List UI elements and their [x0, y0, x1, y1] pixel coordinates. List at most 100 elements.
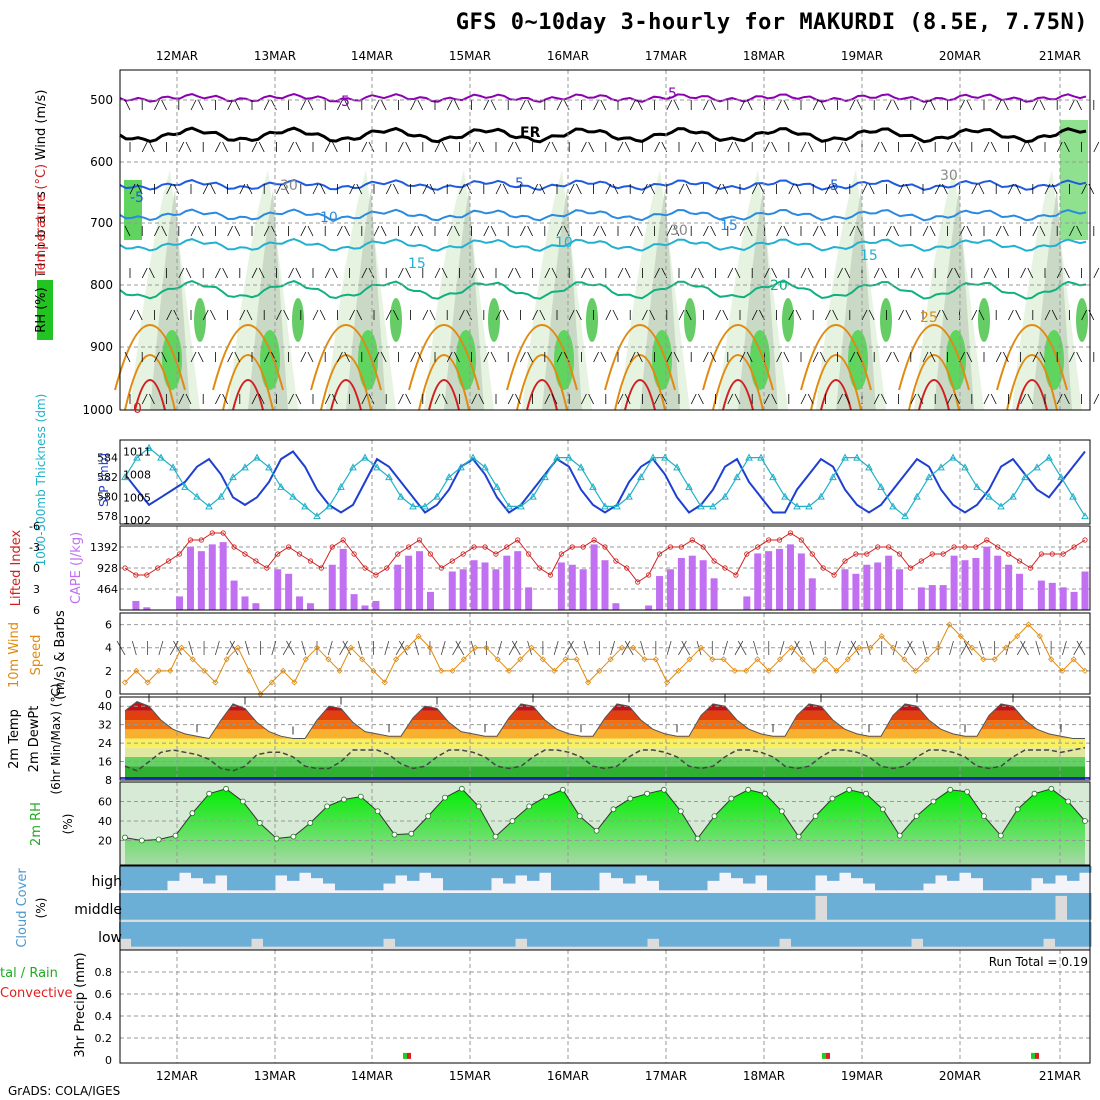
ytick-rh: 20	[98, 835, 112, 848]
cloud-high-bar	[1043, 866, 1056, 884]
cape-bar	[612, 603, 620, 610]
cloud-high-bar	[311, 866, 324, 879]
wind-barb	[349, 183, 355, 195]
cloud-high-bar	[647, 866, 660, 881]
wind-barb	[809, 640, 815, 656]
lifted-index-point	[766, 537, 772, 543]
wind-barb	[276, 183, 282, 195]
lifted-index-point	[591, 537, 597, 543]
wind-barb	[917, 393, 924, 405]
wind-barb	[836, 640, 841, 656]
wind-barb	[942, 309, 948, 321]
cloud-level-label: high	[91, 874, 122, 890]
rh-point	[256, 820, 263, 826]
contour-label: 15	[408, 256, 426, 272]
wind-barb	[949, 640, 954, 656]
rh-point	[357, 793, 364, 800]
wind-barb	[515, 393, 521, 405]
wind-barb	[166, 309, 172, 321]
thickness-point	[253, 453, 261, 461]
lifted-index-point	[373, 572, 379, 578]
wind-barb	[527, 99, 533, 111]
wind-barb	[384, 640, 390, 656]
cape-bar	[514, 551, 522, 610]
wind-barb	[300, 99, 307, 111]
cloud-mid-bar	[395, 893, 408, 920]
wind-barb	[319, 309, 326, 321]
wind-barb	[629, 351, 636, 363]
cloud-high-bar	[899, 866, 912, 891]
wind-speed-point	[212, 679, 219, 686]
cloud-low-bar	[563, 922, 576, 947]
thickness-point	[433, 492, 441, 500]
lifted-index-point	[929, 551, 935, 557]
wind-barb	[934, 183, 941, 195]
wind-barb	[1027, 267, 1034, 279]
rh-point	[290, 833, 297, 840]
cloud-mid-bar	[959, 893, 972, 920]
thickness-point	[793, 502, 801, 510]
wind-barb	[339, 640, 348, 656]
wind-barb	[405, 141, 411, 153]
lifted-index-point	[122, 565, 128, 571]
cloud-high-bar	[923, 866, 936, 884]
rh-point	[324, 803, 331, 810]
lifted-index-point	[296, 551, 303, 557]
temp-line	[124, 701, 1085, 740]
cloud-high-bar	[971, 866, 984, 879]
wind-barb	[215, 393, 221, 405]
cloud-mid-bar	[551, 893, 564, 920]
date-top: 13MAR	[254, 49, 296, 63]
cloud-mid-bar	[371, 893, 384, 920]
cloud-high-bar	[791, 866, 804, 891]
wind-barb	[202, 309, 209, 321]
wind-barb	[166, 183, 172, 195]
wind-barb	[556, 225, 563, 237]
thickness-point	[361, 453, 369, 461]
panel-frame	[119, 439, 1091, 525]
run-total-label: Run Total = 0.19	[989, 955, 1088, 969]
wind-barb	[312, 183, 319, 195]
lifted-index-point	[264, 565, 270, 571]
cape-bar	[568, 564, 576, 610]
wind-speed-point	[483, 644, 490, 651]
wind-barb	[812, 351, 819, 363]
wind-barb	[751, 309, 758, 321]
ylabel-temp2: 2m DewPt	[27, 706, 42, 773]
wind-barb	[600, 225, 607, 237]
date-top: 14MAR	[351, 49, 393, 63]
cape-bar	[797, 553, 805, 610]
lifted-index-point	[613, 558, 619, 564]
thickness-point	[385, 473, 393, 481]
cloud-mid-bar	[335, 893, 348, 920]
lifted-index-point	[918, 558, 924, 564]
wind-barb	[161, 99, 167, 111]
lifted-index-point	[209, 530, 215, 536]
cloud-low-bar	[659, 922, 672, 947]
lifted-index-point	[875, 544, 881, 550]
ylabel-slp: SLP (mb)	[97, 453, 111, 507]
wind-barb	[349, 309, 355, 321]
cloud-mid-bar	[491, 893, 504, 920]
wind-barb	[617, 267, 624, 279]
wind-barb	[576, 183, 582, 195]
cloud-low-bar	[539, 922, 552, 947]
wind-barb	[327, 640, 333, 656]
wind-barb	[1044, 183, 1051, 195]
wind-barb	[154, 351, 160, 363]
wind-barb	[971, 309, 978, 321]
lifted-index-point	[776, 537, 783, 543]
wind-barb	[324, 141, 331, 153]
panel-frame	[119, 781, 1091, 866]
wind-barb	[124, 99, 131, 111]
ytick-temp: 8	[105, 774, 112, 787]
thickness-point	[961, 463, 969, 471]
wind-barb	[905, 309, 912, 321]
thickness-point	[469, 453, 477, 461]
contour-label: 25	[920, 310, 938, 326]
cloud-high-bar	[347, 866, 360, 891]
wind-barb	[568, 183, 575, 195]
thickness-point	[133, 453, 141, 461]
wind-barb	[820, 351, 826, 363]
lifted-index-point	[558, 551, 564, 557]
